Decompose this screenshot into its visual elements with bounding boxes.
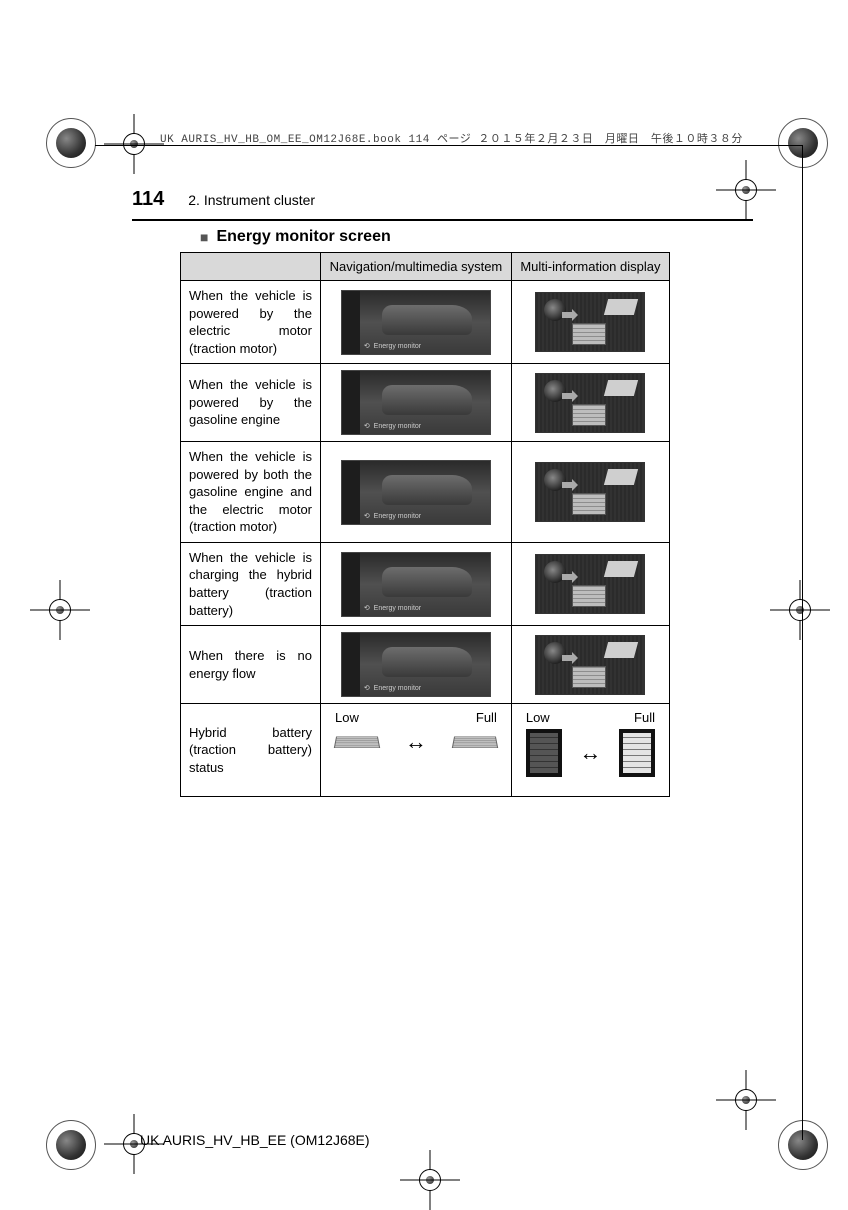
nav-system-image: ⟲ Energy monitor: [321, 281, 512, 364]
table-row: When there is no energy flow⟲ Energy mon…: [181, 626, 670, 704]
row-description: When there is no energy flow: [181, 626, 321, 704]
col-header-mid: Multi-information display: [511, 253, 669, 281]
regmark-icon: [46, 118, 96, 168]
col-header-blank: [181, 253, 321, 281]
book-meta: UK AURIS_HV_HB_OM_EE_OM12J68E.book 114 ペ…: [160, 130, 743, 146]
col-header-nav: Navigation/multimedia system: [321, 253, 512, 281]
battery-status-image: Low Full ↔: [321, 704, 512, 797]
crosshair-icon: [400, 1150, 460, 1210]
label-full: Full: [476, 710, 497, 725]
nav-system-image: ⟲ Energy monitor: [321, 542, 512, 625]
mid-display-image: [511, 281, 669, 364]
frame-line: [802, 145, 803, 1140]
double-arrow-icon: ↔: [579, 740, 601, 766]
row-description: When the vehicle is powered by the elect…: [181, 281, 321, 364]
square-bullet-icon: ■: [200, 229, 208, 245]
regmark-icon: [778, 118, 828, 168]
row-description: Hybrid battery (traction battery) status: [181, 704, 321, 797]
page-footer: UK AURIS_HV_HB_EE (OM12J68E): [140, 1132, 370, 1148]
energy-monitor-table: Navigation/multimedia system Multi-infor…: [180, 252, 670, 797]
label-low: Low: [335, 710, 359, 725]
mid-display-image: [511, 542, 669, 625]
mid-display-image: [511, 626, 669, 704]
chapter-title: 2. Instrument cluster: [188, 192, 315, 208]
nav-system-image: ⟲ Energy monitor: [321, 364, 512, 442]
row-description: When the vehicle is powered by both the …: [181, 442, 321, 543]
page-header: 114 2. Instrument cluster: [132, 188, 753, 221]
section-heading: ■ Energy monitor screen: [200, 228, 391, 246]
mid-display-image: [511, 442, 669, 543]
row-description: When the vehicle is powered by the gasol…: [181, 364, 321, 442]
table-row: When the vehicle is powered by the gasol…: [181, 364, 670, 442]
table-row: When the vehicle is powered by both the …: [181, 442, 670, 543]
page-number: 114: [132, 188, 164, 211]
nav-system-image: ⟲ Energy monitor: [321, 442, 512, 543]
section-title-text: Energy monitor screen: [216, 228, 390, 246]
label-full: Full: [634, 710, 655, 725]
crosshair-icon: [104, 114, 164, 174]
crosshair-icon: [716, 1070, 776, 1130]
table-row: When the vehicle is powered by the elect…: [181, 281, 670, 364]
table-row: Hybrid battery (traction battery) status…: [181, 704, 670, 797]
row-description: When the vehicle is charging the hybrid …: [181, 542, 321, 625]
regmark-icon: [46, 1120, 96, 1170]
crosshair-icon: [770, 580, 830, 640]
nav-system-image: ⟲ Energy monitor: [321, 626, 512, 704]
battery-status-image: Low Full ↔: [511, 704, 669, 797]
regmark-icon: [778, 1120, 828, 1170]
table-row: When the vehicle is charging the hybrid …: [181, 542, 670, 625]
double-arrow-icon: ↔: [405, 729, 427, 755]
crosshair-icon: [30, 580, 90, 640]
mid-display-image: [511, 364, 669, 442]
label-low: Low: [526, 710, 550, 725]
